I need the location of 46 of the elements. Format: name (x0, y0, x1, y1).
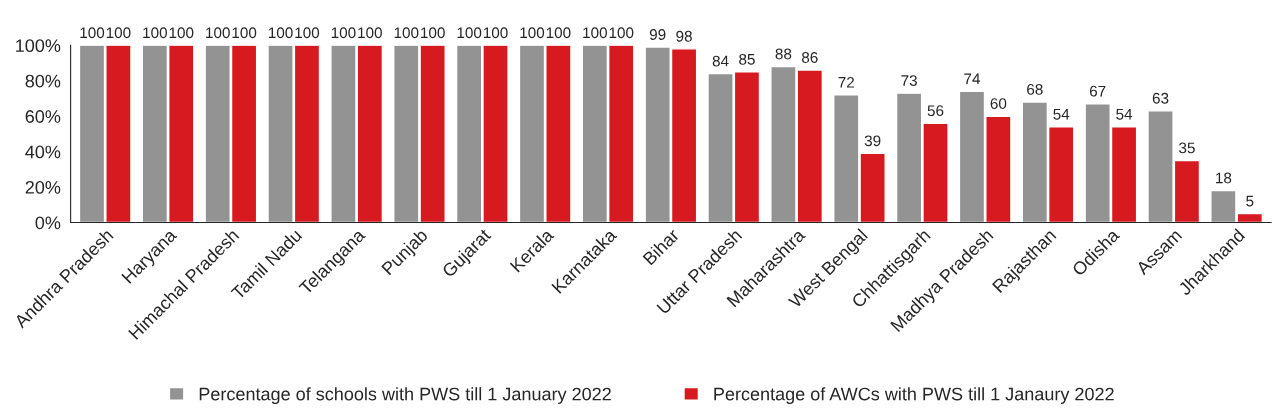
data-label: 100 (609, 27, 634, 39)
data-label: 100 (583, 27, 607, 39)
data-label: 86 (801, 52, 818, 63)
y-tick-label: 80% (25, 74, 61, 88)
data-label: 5 (1246, 195, 1254, 207)
data-label: 100 (143, 27, 167, 39)
data-label: 100 (394, 27, 419, 39)
data-label: 100 (483, 27, 508, 39)
data-label: 100 (106, 27, 131, 39)
legend-label: Percentage of AWCs with PWS till 1 Janaury 2022 (714, 387, 1114, 404)
y-tick-label: 100% (16, 39, 61, 53)
data-label: 39 (864, 135, 881, 147)
legend-label: Percentage of schools with PWS till 1 January 2022 (199, 387, 611, 404)
data-label: 54 (1053, 108, 1070, 120)
data-label: 99 (649, 29, 666, 40)
data-label: 72 (838, 76, 854, 88)
data-label: 60 (990, 98, 1007, 109)
data-label: 74 (964, 73, 981, 85)
data-label: 56 (927, 105, 944, 117)
data-label: 88 (775, 48, 792, 60)
data-label: 18 (1216, 172, 1232, 184)
y-tick-label: 40% (25, 145, 61, 159)
data-label: 100 (232, 27, 257, 39)
data-label: 100 (206, 27, 230, 39)
data-label: 100 (331, 27, 356, 39)
data-label: 100 (546, 27, 571, 39)
data-label: 54 (1116, 108, 1133, 120)
y-tick-label: 20% (25, 180, 61, 194)
y-tick-label: 60% (25, 110, 61, 123)
data-label: 100 (457, 27, 482, 39)
data-label: 63 (1152, 92, 1169, 104)
y-tick-label: 0% (35, 216, 61, 230)
data-label: 100 (80, 27, 105, 39)
data-label: 84 (712, 55, 729, 67)
data-label: 100 (169, 27, 194, 39)
data-label: 98 (676, 30, 692, 42)
data-label: 100 (358, 27, 382, 39)
data-label: 35 (1179, 142, 1195, 154)
data-label: 100 (421, 27, 445, 39)
data-label: 100 (268, 27, 293, 39)
data-label: 73 (901, 75, 917, 86)
data-label: 85 (739, 53, 755, 65)
data-label: 100 (520, 27, 545, 39)
data-label: 67 (1089, 85, 1106, 97)
data-label: 68 (1027, 84, 1043, 95)
data-label: 100 (295, 27, 320, 39)
